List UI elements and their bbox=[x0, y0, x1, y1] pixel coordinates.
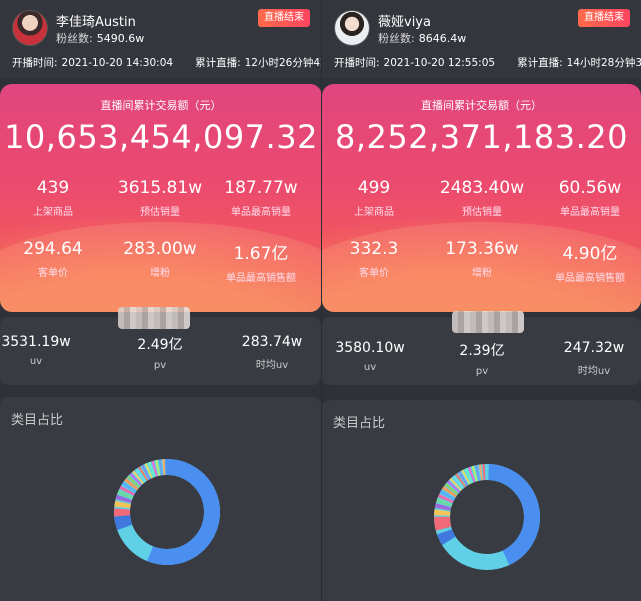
category-title: 类目占比 bbox=[11, 413, 64, 428]
category-donut-chart bbox=[433, 464, 540, 570]
stat-pv: 2.39亿 pv bbox=[459, 343, 505, 377]
traffic-card: 3531.19w uv 2.49亿 pv 283.74w 时均uv bbox=[0, 307, 321, 385]
stat-est-sales: 2483.40w 预估销量 bbox=[439, 178, 525, 218]
stat-avg-price: 332.3 客单价 bbox=[349, 239, 399, 279]
streamer-name: 李佳琦Austin bbox=[56, 15, 136, 30]
stat-hourly-uv: 247.32w 时均uv bbox=[563, 340, 625, 377]
watermark-blur bbox=[452, 311, 524, 333]
category-title: 类目占比 bbox=[333, 416, 386, 431]
status-badge: 直播结束 bbox=[578, 9, 630, 27]
stat-new-fans: 283.00w 增粉 bbox=[123, 239, 197, 279]
stat-max-item-sales: 60.56w 单品最高销量 bbox=[558, 178, 622, 218]
stat-max-item-sales: 187.77w 单品最高销量 bbox=[224, 178, 298, 218]
stat-uv: 3531.19w uv bbox=[1, 334, 71, 367]
status-badge: 直播结束 bbox=[258, 9, 310, 27]
fans-count: 粉丝数: 8646.4w bbox=[378, 32, 467, 45]
stat-pv: 2.49亿 pv bbox=[137, 337, 183, 371]
streamer-header: 李佳琦Austin 粉丝数: 5490.6w 直播结束 开播时间: 2021-10-… bbox=[0, 0, 321, 78]
streamer-panel-right: 薇娅viya 粉丝数: 8646.4w 直播结束 开播时间: 2021-10-20 … bbox=[322, 0, 641, 601]
hero-wave-decoration bbox=[322, 222, 641, 312]
category-card: 类目占比 bbox=[0, 397, 321, 601]
streamer-header: 薇娅viya 粉丝数: 8646.4w 直播结束 开播时间: 2021-10-20 … bbox=[322, 0, 641, 78]
avatar[interactable] bbox=[334, 10, 370, 46]
gmv-amount: 10,653,454,097.32 bbox=[4, 118, 318, 156]
category-donut-chart bbox=[113, 458, 220, 565]
stat-products: 439 上架商品 bbox=[33, 178, 73, 218]
gmv-amount: 8,252,371,183.20 bbox=[335, 118, 628, 156]
category-card: 类目占比 bbox=[322, 400, 641, 601]
stat-max-item-revenue: 1.67亿 单品最高销售额 bbox=[226, 244, 296, 284]
avatar[interactable] bbox=[12, 10, 48, 46]
stat-products: 499 上架商品 bbox=[354, 178, 394, 218]
hero-wave-decoration bbox=[0, 222, 321, 312]
stat-avg-price: 294.64 客单价 bbox=[23, 239, 83, 279]
stat-max-item-revenue: 4.90亿 单品最高销售额 bbox=[555, 244, 625, 284]
gmv-title: 直播间累计交易额（元） bbox=[421, 99, 542, 112]
gmv-title: 直播间累计交易额（元） bbox=[100, 99, 222, 112]
fans-count: 粉丝数: 5490.6w bbox=[56, 32, 145, 45]
streamer-panel-left: 李佳琦Austin 粉丝数: 5490.6w 直播结束 开播时间: 2021-10-… bbox=[0, 0, 321, 601]
stat-hourly-uv: 283.74w 时均uv bbox=[241, 334, 303, 371]
streamer-name: 薇娅viya bbox=[378, 15, 431, 30]
stat-new-fans: 173.36w 增粉 bbox=[445, 239, 519, 279]
stat-uv: 3580.10w uv bbox=[335, 340, 405, 373]
gmv-card: 直播间累计交易额（元） 8,252,371,183.20 499 上架商品 248… bbox=[322, 84, 641, 312]
gmv-card: 直播间累计交易额（元） 10,653,454,097.32 439 上架商品 36… bbox=[0, 84, 321, 312]
traffic-card: 3580.10w uv 2.39亿 pv 247.32w 时均uv bbox=[322, 311, 641, 385]
stat-est-sales: 3615.81w 预估销量 bbox=[117, 178, 203, 218]
watermark-blur bbox=[118, 307, 190, 329]
